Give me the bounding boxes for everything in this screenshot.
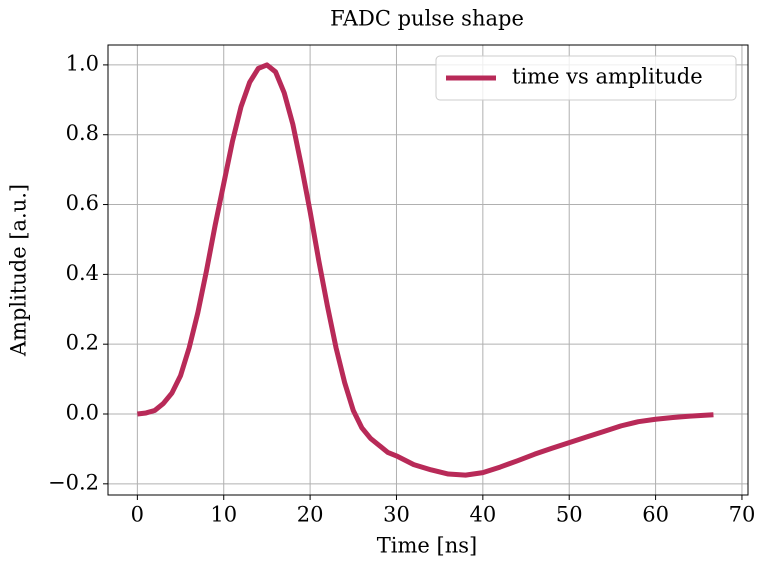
legend-label: time vs amplitude — [512, 65, 703, 89]
legend-box — [435, 55, 737, 101]
y-tick-label: −0.2 — [48, 470, 99, 494]
y-tick-label: 1.0 — [66, 51, 99, 75]
plot-frame — [107, 44, 749, 496]
y-axis-label: Amplitude [a.u.] — [7, 184, 31, 357]
y-tick-label: 0.8 — [66, 121, 99, 145]
line — [137, 62, 714, 478]
chart-title: FADC pulse shape — [330, 7, 524, 31]
x-tick-label: 60 — [642, 503, 669, 527]
x-axis-label: Time [ns] — [377, 534, 477, 558]
x-tick-label: 10 — [210, 503, 237, 527]
y-tick-label: 0.4 — [66, 261, 99, 285]
x-tick-label: 70 — [729, 503, 756, 527]
x-tick-label: 40 — [469, 503, 496, 527]
x-tick-label: 50 — [556, 503, 583, 527]
legend: time vs amplitude — [435, 55, 737, 101]
x-tick-label: 30 — [383, 503, 410, 527]
y-tick-label: 0.6 — [66, 191, 99, 215]
y-tick-label: 0.0 — [66, 401, 99, 425]
x-tick-label: 0 — [131, 503, 144, 527]
x-tick-label: 20 — [297, 503, 324, 527]
y-tick-label: 0.2 — [66, 331, 99, 355]
